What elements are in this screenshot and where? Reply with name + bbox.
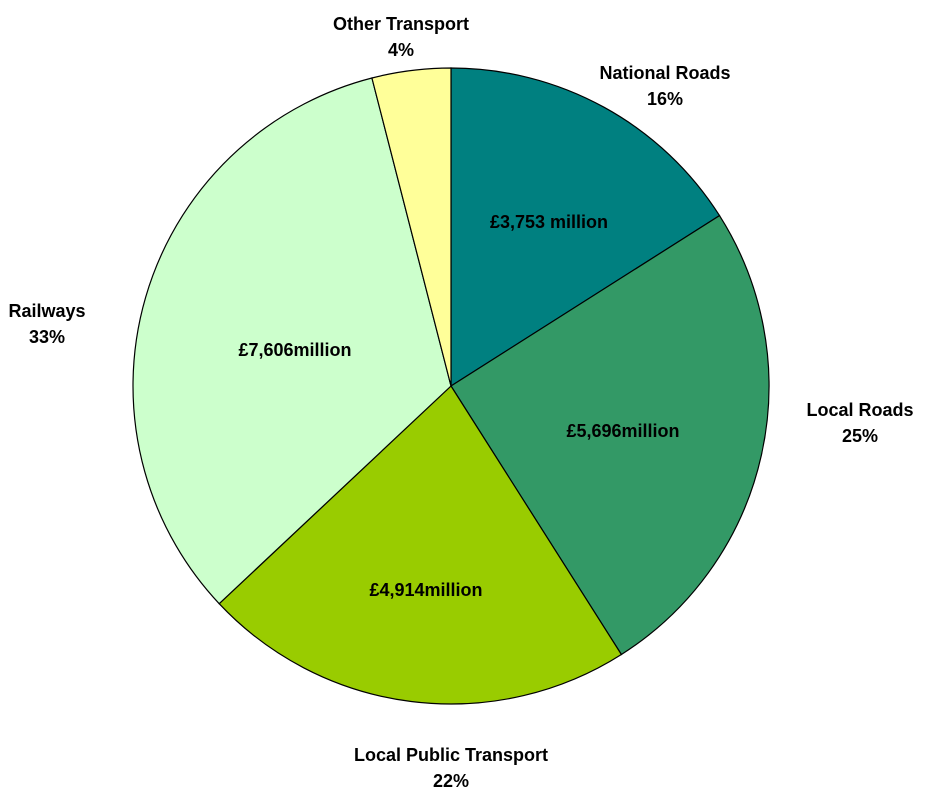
slice-percent: 16% xyxy=(647,89,683,109)
slice-name: Local Public Transport xyxy=(354,745,548,765)
pie-slice xyxy=(450,214,770,656)
slice-percent: 22% xyxy=(433,771,469,791)
slice-amount: £3,753 million xyxy=(490,212,608,232)
slice-name: Railways xyxy=(8,301,85,321)
slice-percent: 25% xyxy=(842,426,878,446)
slice-percent: 4% xyxy=(388,40,414,60)
slice-amount: £4,914million xyxy=(369,580,482,600)
pie-slice xyxy=(450,67,721,388)
pie-slice xyxy=(132,77,452,605)
slice-name: National Roads xyxy=(599,63,730,83)
slice-name: Local Roads xyxy=(806,400,913,420)
slice-amount: £7,606million xyxy=(238,340,351,360)
slice-name: Other Transport xyxy=(333,14,469,34)
slice-amount: £5,696million xyxy=(566,421,679,441)
pie-slice xyxy=(218,385,623,705)
pie-slice xyxy=(371,67,452,387)
slice-percent: 33% xyxy=(29,327,65,347)
